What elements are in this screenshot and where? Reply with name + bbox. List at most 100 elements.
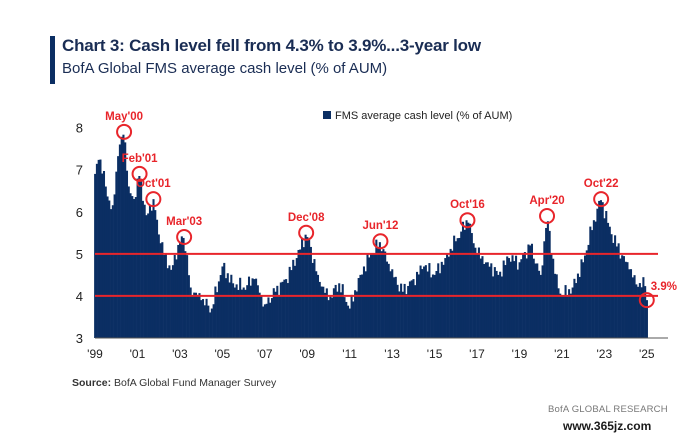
annotation-label: Apr'20: [529, 195, 564, 207]
bar: [212, 304, 215, 338]
bar: [456, 238, 459, 338]
bar: [410, 280, 413, 338]
bar: [470, 233, 473, 338]
bar: [447, 256, 450, 338]
bar: [270, 298, 274, 338]
bar: [516, 269, 519, 338]
bar: [460, 231, 463, 338]
bar: [484, 262, 488, 338]
x-tick-label: '09: [299, 347, 315, 361]
bar: [458, 237, 461, 338]
bar: [201, 299, 205, 338]
annotation-label: Mar'03: [166, 216, 202, 228]
bar: [170, 269, 173, 338]
bar: [431, 274, 434, 338]
bar: [628, 269, 631, 338]
bar: [127, 186, 130, 338]
bar: [403, 283, 406, 338]
bar: [561, 295, 564, 338]
bar: [513, 261, 516, 338]
bar: [341, 284, 344, 338]
x-tick-label: '23: [597, 347, 613, 361]
bar: [559, 293, 562, 338]
bar: [635, 284, 638, 338]
annotation-label: Oct'01: [136, 178, 171, 190]
bar: [506, 256, 509, 338]
bar: [108, 200, 111, 338]
bar: [292, 259, 295, 338]
bar: [474, 247, 477, 338]
bar: [316, 274, 320, 338]
bar: [244, 289, 247, 338]
bar: [168, 265, 171, 338]
bar: [548, 230, 551, 338]
bar: [599, 200, 602, 338]
bar: [258, 292, 261, 338]
x-tick-label: '11: [342, 347, 357, 361]
bar: [631, 277, 634, 338]
bar: [362, 266, 365, 338]
bar: [463, 229, 466, 338]
bar: [529, 245, 532, 338]
bar: [589, 226, 592, 338]
bar: [619, 258, 622, 338]
x-tick-label: '19: [512, 347, 528, 361]
bar: [428, 263, 431, 338]
bar: [546, 221, 549, 338]
bar: [408, 281, 411, 338]
bar: [159, 243, 162, 338]
bar: [419, 265, 422, 338]
bar: [260, 295, 263, 338]
bar: [293, 265, 297, 338]
bar: [354, 290, 357, 338]
bar: [467, 222, 470, 338]
bar: [557, 288, 560, 338]
annotation-circle: [372, 233, 389, 250]
bar: [352, 301, 355, 338]
bar: [605, 210, 608, 338]
bar: [111, 205, 114, 338]
bar: [483, 263, 486, 338]
bar: [469, 223, 472, 338]
annotation-circle: [176, 229, 193, 246]
bar: [295, 258, 298, 338]
source-label: Source:: [72, 377, 112, 389]
bar: [520, 259, 523, 338]
bar: [198, 293, 201, 338]
bar: [585, 250, 588, 338]
bar: [110, 209, 113, 338]
bar: [290, 270, 293, 338]
bar: [226, 273, 229, 338]
bar: [442, 264, 445, 338]
bar: [378, 242, 381, 338]
bar: [426, 271, 429, 338]
source-note: Source: BofA Global Fund Manager Survey: [72, 377, 276, 389]
bar: [534, 263, 537, 338]
bar: [555, 274, 558, 338]
annotation-circle: [638, 292, 655, 309]
bar: [285, 279, 288, 338]
bar: [490, 263, 493, 338]
bar: [283, 279, 286, 338]
bar: [527, 244, 530, 338]
bar: [239, 277, 242, 338]
bar: [332, 288, 335, 338]
bar: [216, 292, 219, 338]
bar: [161, 242, 164, 338]
bar: [518, 262, 521, 338]
bar: [502, 260, 505, 338]
bar: [387, 263, 390, 338]
bar: [150, 210, 153, 338]
bar: [575, 283, 578, 338]
bar: [331, 297, 334, 338]
bar: [263, 304, 266, 338]
bar: [134, 197, 137, 338]
bar: [592, 220, 595, 338]
bar: [629, 269, 633, 338]
bar: [504, 265, 507, 338]
bar: [633, 275, 636, 338]
bar: [281, 281, 284, 338]
bar: [147, 213, 150, 338]
bar: [389, 271, 392, 338]
y-tick-label: 3: [76, 331, 83, 346]
